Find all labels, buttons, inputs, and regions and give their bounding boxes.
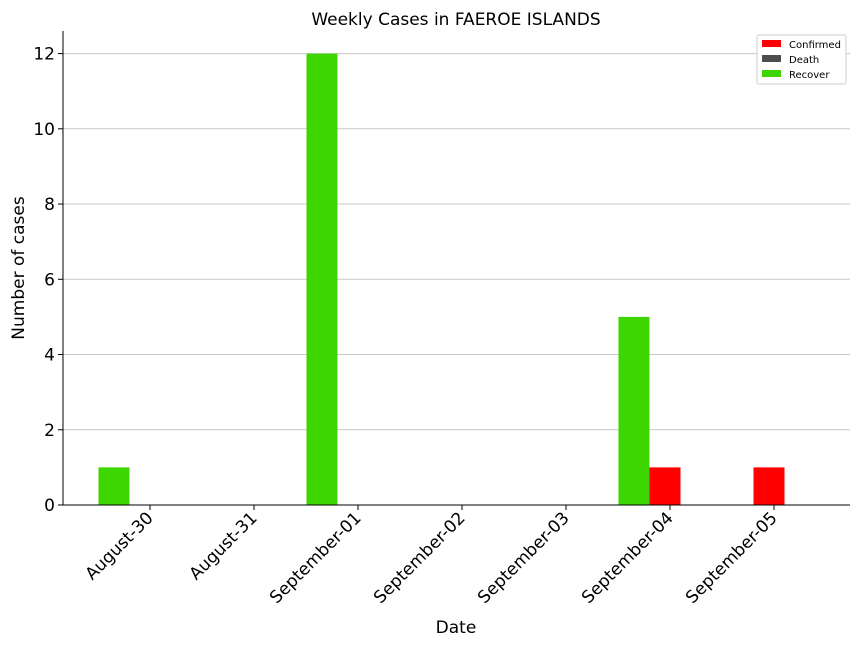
y-tick-label: 4 xyxy=(44,346,55,366)
y-tick-label: 10 xyxy=(33,120,55,140)
y-tick-label: 6 xyxy=(44,270,55,290)
legend-label: Confirmed xyxy=(789,40,841,51)
legend-swatch xyxy=(762,40,781,47)
x-tick-label: August-30 xyxy=(82,508,158,584)
bar-confirmed xyxy=(649,467,681,505)
x-tick-label: September-04 xyxy=(578,508,677,607)
y-tick-label: 2 xyxy=(44,421,55,441)
legend-label: Recover xyxy=(789,70,830,81)
x-tick-label: September-05 xyxy=(682,508,781,607)
legend-label: Death xyxy=(789,55,819,66)
x-tick-label: September-03 xyxy=(474,508,573,607)
legend-swatch xyxy=(762,70,781,77)
x-tick-label: September-01 xyxy=(266,508,365,607)
bar-recover xyxy=(618,316,650,505)
bar-recover xyxy=(306,53,338,505)
x-tick-label: September-02 xyxy=(370,508,469,607)
grid-lines xyxy=(63,53,850,431)
legend-swatch xyxy=(762,55,781,62)
bar-recover xyxy=(98,467,130,505)
y-axis-label: Number of cases xyxy=(9,196,29,340)
bar-confirmed xyxy=(753,467,785,505)
y-ticks: 0 2 4 6 8 10 12 xyxy=(33,45,63,516)
y-tick-label: 0 xyxy=(44,496,55,516)
x-ticks: August-30 August-31 September-01 September-… xyxy=(82,505,782,608)
y-tick-label: 8 xyxy=(44,195,55,215)
axes xyxy=(62,31,850,506)
bars xyxy=(98,53,785,505)
chart-title: Weekly Cases in FAEROE ISLANDS xyxy=(311,10,600,30)
y-tick-label: 12 xyxy=(33,45,55,65)
x-axis-label: Date xyxy=(436,618,477,638)
x-tick-label: August-31 xyxy=(186,508,262,584)
legend: Confirmed Death Recover xyxy=(756,34,847,85)
